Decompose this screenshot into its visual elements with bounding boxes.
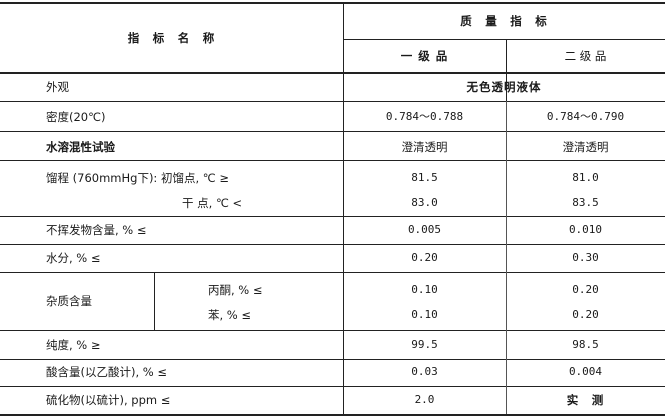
grade2-value: 0.20 (572, 308, 599, 321)
grade2-value: 98.5 (572, 338, 599, 351)
row-name: 酸含量(以乙酸计), % ≤ (46, 365, 168, 379)
grade2-value: 实 测 (566, 393, 605, 407)
rule (0, 414, 665, 416)
row-name: 苯, % ≤ (208, 308, 252, 322)
rule (0, 2, 665, 4)
header-grade1: 一 级 品 (400, 49, 449, 63)
row-name: 水溶混性试验 (46, 140, 115, 154)
rule (0, 244, 665, 245)
header-quality: 质 量 指 标 (460, 14, 548, 28)
grade1-value: 0.784～0.788 (385, 110, 464, 123)
grade1-value: 0.10 (411, 308, 438, 321)
rule (0, 330, 665, 331)
row-group-name: 杂质含量 (46, 294, 92, 308)
rule (0, 160, 665, 161)
rule (0, 72, 665, 74)
rule (0, 359, 665, 360)
row-name: 丙酮, % ≤ (208, 283, 263, 297)
grade2-value: 0.20 (572, 283, 599, 296)
grade1-value: 0.03 (411, 365, 438, 378)
header-name: 指 标 名 称 (127, 31, 216, 45)
rule (506, 39, 507, 101)
row-name: 密度(20℃) (46, 110, 106, 124)
grade2-value: 81.0 (572, 171, 599, 184)
grade2-value: 0.004 (568, 365, 603, 378)
row-name: 水分, % ≤ (46, 251, 101, 265)
grade1-value: 澄清透明 (401, 140, 448, 154)
grade1-value: 99.5 (411, 338, 438, 351)
grade1-value: 0.10 (411, 283, 438, 296)
grade2-value: 澄清透明 (562, 140, 609, 154)
rule (0, 272, 665, 273)
row-name: 硫化物(以硫计), ppm ≤ (46, 393, 171, 407)
grade1-value: 2.0 (414, 393, 435, 406)
rule (343, 39, 665, 40)
grade1-value: 0.20 (411, 251, 438, 264)
header-grade2: 二 级 品 (564, 49, 607, 63)
row-merged-value: 无色透明液体 (466, 80, 542, 94)
row-name: 不挥发物含量, % ≤ (46, 223, 147, 237)
grade2-value: 83.5 (572, 196, 599, 209)
grade1-value: 81.5 (411, 171, 438, 184)
grade2-value: 0.784～0.790 (546, 110, 625, 123)
rule (506, 101, 507, 414)
grade1-value: 0.005 (407, 223, 442, 236)
row-name: 纯度, % ≥ (46, 338, 101, 352)
row-name: 外观 (46, 80, 69, 94)
grade2-value: 0.010 (568, 223, 603, 236)
row-name: 馏程 (760mmHg下): 初馏点, ℃ ≥ (46, 171, 229, 185)
rule (0, 101, 665, 102)
rule (0, 131, 665, 132)
grade2-value: 0.30 (572, 251, 599, 264)
grade1-value: 83.0 (411, 196, 438, 209)
rule (0, 216, 665, 217)
row-name: 干 点, ℃ < (182, 196, 243, 210)
rule (0, 386, 665, 387)
rule (343, 2, 344, 414)
rule (154, 272, 155, 330)
